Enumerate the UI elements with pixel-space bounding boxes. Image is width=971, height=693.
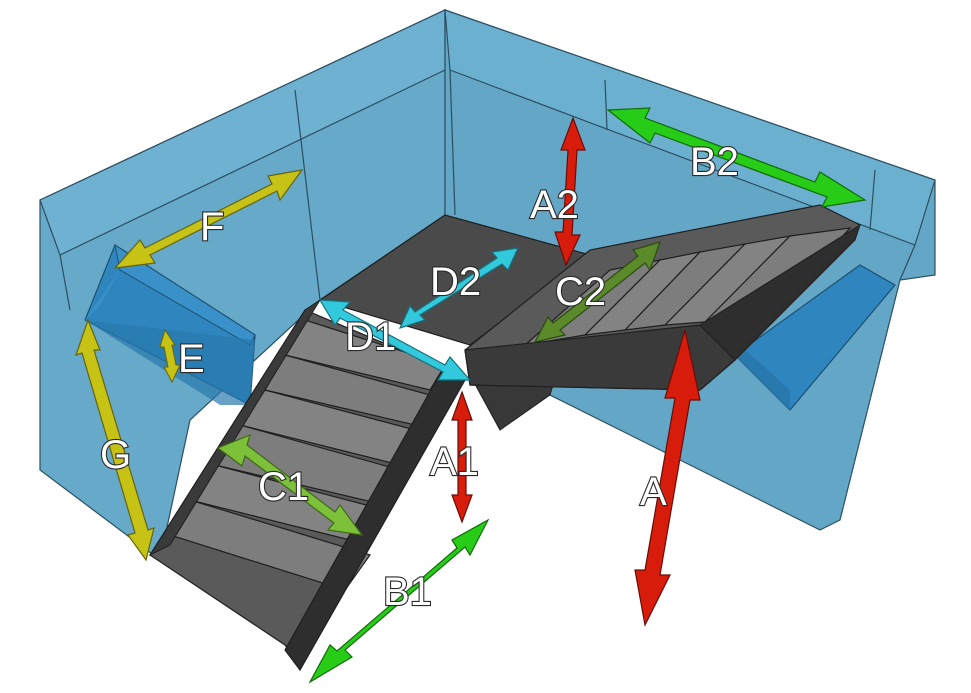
arrow-D1 bbox=[318, 299, 472, 381]
label-C1: C1 bbox=[258, 465, 309, 509]
label-A: A bbox=[640, 470, 667, 514]
arrow-B2 bbox=[606, 107, 867, 208]
arrow-C2 bbox=[533, 241, 661, 343]
label-B2: B2 bbox=[690, 140, 739, 184]
label-A2: A2 bbox=[530, 183, 579, 227]
label-F: F bbox=[200, 205, 224, 249]
arrow-G bbox=[75, 318, 155, 562]
arrow-A2 bbox=[554, 116, 586, 267]
label-E: E bbox=[178, 337, 205, 381]
label-C2: C2 bbox=[555, 270, 606, 314]
label-D2: D2 bbox=[430, 260, 481, 304]
arrow-B1 bbox=[308, 518, 490, 684]
lower-flight bbox=[148, 299, 466, 672]
label-G: G bbox=[100, 433, 131, 477]
arrow-D2 bbox=[398, 247, 520, 329]
arrow-F bbox=[113, 169, 304, 269]
label-B1: B1 bbox=[383, 570, 432, 614]
right-block bbox=[734, 264, 896, 411]
label-D1: D1 bbox=[345, 315, 396, 359]
arrow-C1 bbox=[216, 433, 364, 536]
arrow-A1 bbox=[451, 390, 473, 524]
label-A1: A1 bbox=[430, 440, 479, 484]
upper-flight bbox=[464, 204, 861, 391]
arrow-E bbox=[159, 328, 181, 384]
arrow-A bbox=[634, 329, 701, 627]
